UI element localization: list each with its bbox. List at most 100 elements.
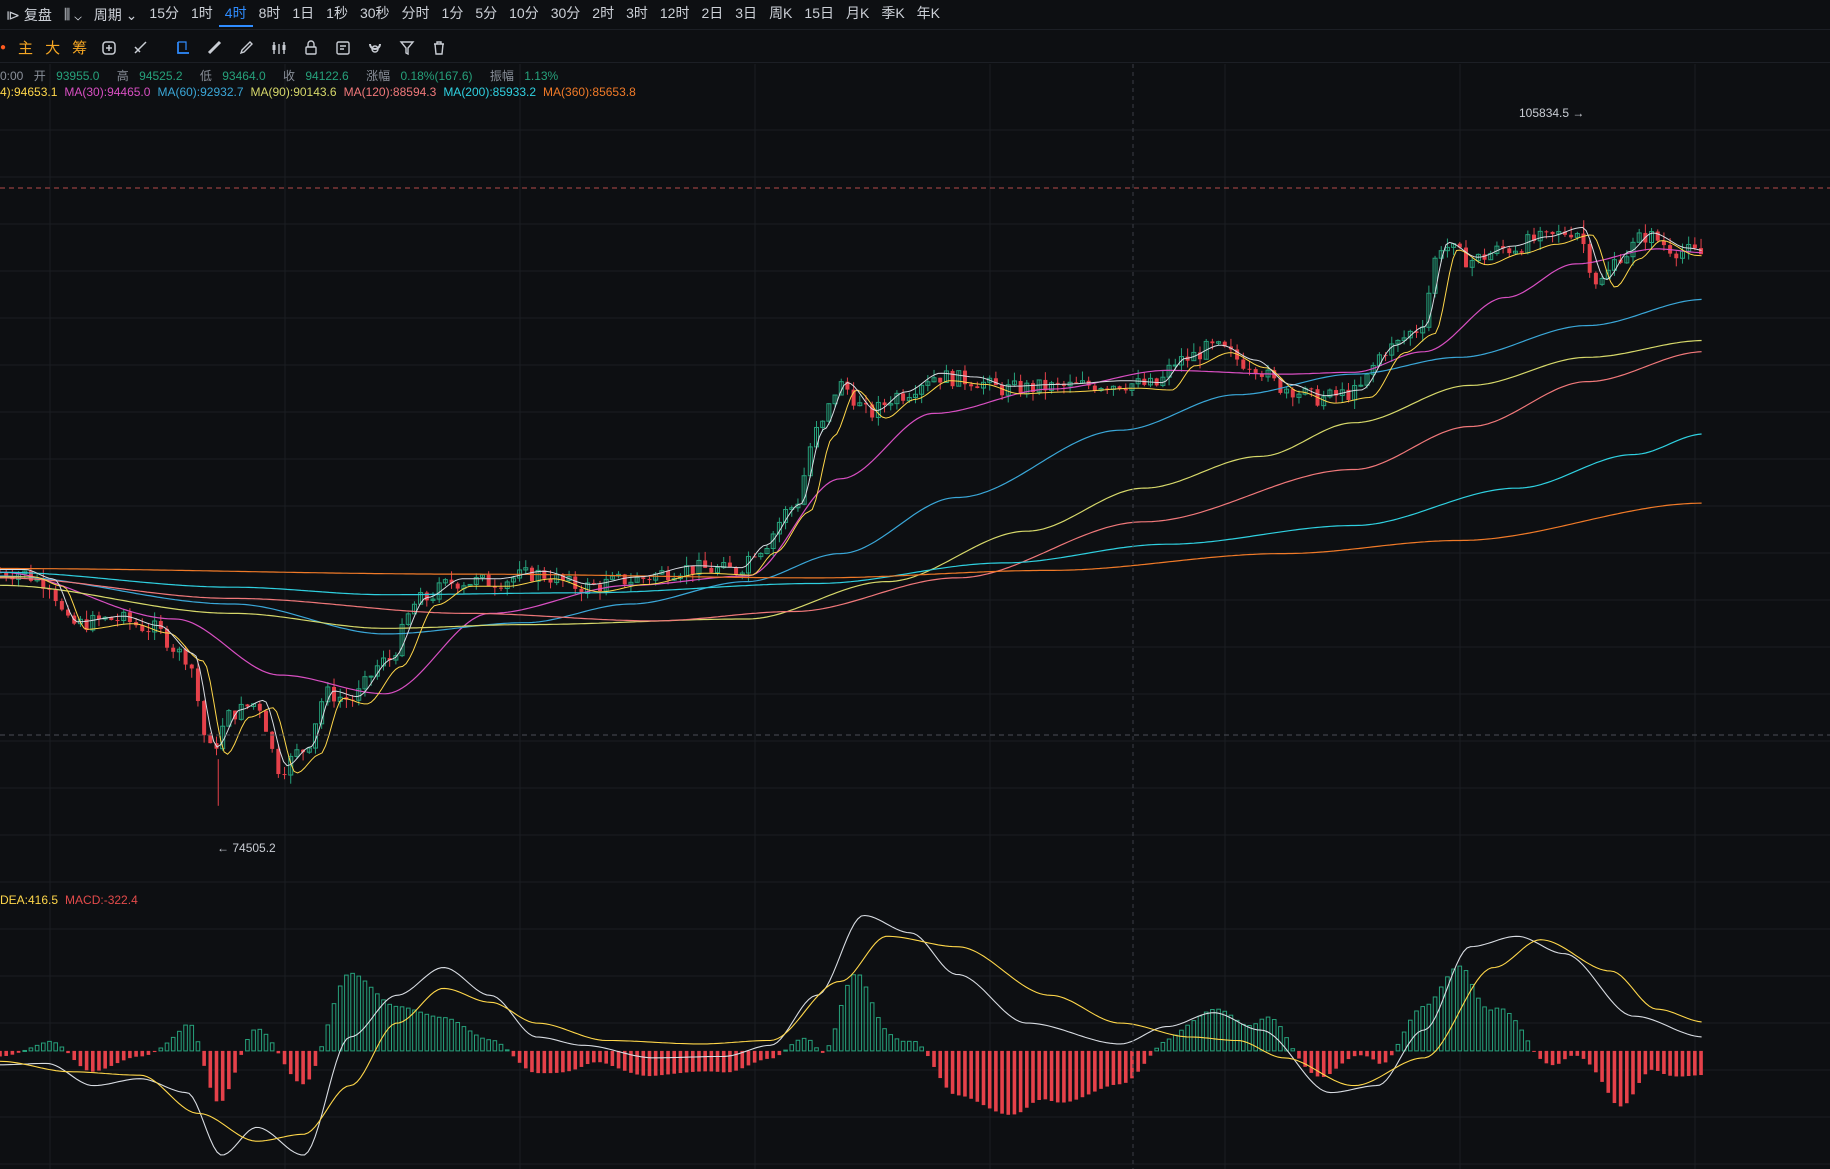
macd-bar-up bbox=[22, 1049, 28, 1052]
period-1[interactable]: 1时 bbox=[190, 4, 213, 21]
macd-bar-up bbox=[1469, 983, 1475, 1052]
macd-bar-down bbox=[1297, 1050, 1301, 1059]
candles-icon[interactable] bbox=[263, 39, 295, 57]
macd-bar-down bbox=[307, 1050, 312, 1080]
macd-bar-up bbox=[894, 1038, 900, 1052]
macd-bar-down bbox=[678, 1050, 683, 1074]
period-4[interactable]: 1日 bbox=[292, 4, 315, 21]
candle-down bbox=[1562, 231, 1567, 235]
period-16[interactable]: 3日 bbox=[735, 4, 758, 21]
macd-bar-down bbox=[1359, 1050, 1363, 1056]
candle-down bbox=[449, 579, 454, 584]
macd-bar-up bbox=[826, 1045, 832, 1052]
macd-bar-up bbox=[375, 993, 380, 1052]
candle-up bbox=[832, 394, 838, 405]
candle-down bbox=[752, 556, 757, 558]
period-19[interactable]: 月K bbox=[845, 4, 870, 21]
period-2[interactable]: 4时 bbox=[218, 3, 253, 27]
period-0[interactable]: 15分 bbox=[149, 4, 179, 21]
period-13[interactable]: 3时 bbox=[626, 4, 648, 21]
period-8[interactable]: 1分 bbox=[441, 4, 464, 21]
macd-bar-up bbox=[1191, 1020, 1197, 1052]
macd-bar-up bbox=[183, 1024, 188, 1052]
period-14[interactable]: 12时 bbox=[659, 4, 690, 21]
macd-bar-down bbox=[932, 1050, 936, 1067]
macd-bar-up bbox=[1278, 1026, 1283, 1052]
macd-bar-up bbox=[783, 1049, 788, 1052]
macd-bar-down bbox=[567, 1050, 571, 1072]
filter-icon[interactable] bbox=[391, 39, 423, 57]
macd-bar-down bbox=[820, 1050, 825, 1053]
layout-icon[interactable] bbox=[327, 39, 359, 57]
candle-up bbox=[294, 749, 300, 757]
macd-bar-down bbox=[10, 1050, 15, 1055]
candle-up bbox=[1216, 341, 1222, 344]
trash-icon[interactable] bbox=[423, 39, 455, 57]
period-7[interactable]: 分时 bbox=[401, 4, 430, 21]
macd-bar-down bbox=[616, 1050, 621, 1069]
macd-bar-down bbox=[1668, 1050, 1672, 1076]
drawing-toolbar: ● 主 大 筹 bbox=[0, 33, 1830, 63]
pen-icon[interactable] bbox=[231, 39, 263, 57]
period-18[interactable]: 15日 bbox=[804, 4, 834, 21]
macd-bar-down bbox=[282, 1050, 287, 1065]
macd-bar-down bbox=[517, 1050, 522, 1063]
macd-bar-up bbox=[919, 1046, 924, 1052]
period-5[interactable]: 1秒 bbox=[326, 4, 348, 21]
macd-bar-down bbox=[709, 1050, 714, 1072]
macd-bar-up bbox=[1500, 1008, 1506, 1052]
indicator-icon[interactable] bbox=[125, 39, 157, 57]
period-3[interactable]: 8时 bbox=[258, 4, 281, 21]
macd-bar-up bbox=[1401, 1031, 1407, 1052]
cursor-icon[interactable] bbox=[167, 39, 199, 57]
main-indicator-button[interactable]: 主 bbox=[18, 40, 34, 57]
ruler-icon[interactable] bbox=[199, 39, 231, 57]
candle-up bbox=[238, 703, 244, 720]
candle-up bbox=[1630, 241, 1636, 258]
macd-legend: DEA:416.5 MACD:-322.4 bbox=[0, 893, 145, 907]
toggle-icon[interactable] bbox=[93, 39, 125, 57]
macd-bar-down bbox=[1099, 1050, 1103, 1089]
large-order-button[interactable]: 大 bbox=[45, 40, 61, 57]
candle-down bbox=[591, 582, 596, 585]
magnet-icon[interactable] bbox=[359, 39, 391, 57]
macd-bar-down bbox=[1012, 1050, 1017, 1115]
period-11[interactable]: 30分 bbox=[550, 4, 581, 21]
macd-bar-down bbox=[1600, 1050, 1604, 1082]
candle-down bbox=[863, 402, 868, 405]
macd-bar-up bbox=[1154, 1047, 1160, 1052]
macd-bar-down bbox=[715, 1050, 720, 1072]
replay-button[interactable]: ⧐ 复盘 bbox=[6, 6, 52, 23]
candle-down bbox=[1259, 373, 1264, 377]
period-9[interactable]: 5分 bbox=[475, 4, 498, 21]
macd-bar-down bbox=[152, 1050, 157, 1053]
macd-bar-down bbox=[660, 1050, 664, 1076]
candle-down bbox=[975, 386, 980, 389]
candle-up bbox=[442, 579, 448, 584]
chart-type-button[interactable]: ⫼ ⌄ bbox=[63, 6, 82, 22]
macd-bar-down bbox=[1136, 1050, 1140, 1072]
lock-icon[interactable] bbox=[295, 39, 327, 57]
period-15[interactable]: 2日 bbox=[701, 4, 724, 21]
period-6[interactable]: 30秒 bbox=[359, 4, 390, 21]
ma-label-0: 4):94653.1 bbox=[0, 85, 58, 99]
period-10[interactable]: 10分 bbox=[509, 4, 539, 21]
period-20[interactable]: 季K bbox=[881, 4, 905, 21]
macd-bar-up bbox=[1482, 1006, 1487, 1052]
period-dropdown[interactable]: 周期 ⌄ bbox=[93, 6, 138, 23]
candle-up bbox=[696, 559, 702, 575]
period-21[interactable]: 年K bbox=[916, 4, 941, 21]
macd-bar-down bbox=[1018, 1050, 1023, 1113]
candle-down bbox=[548, 578, 553, 583]
macd-bar-down bbox=[635, 1050, 639, 1075]
macd-bar-down bbox=[121, 1050, 126, 1061]
candle-down bbox=[573, 576, 578, 589]
macd-bar-down bbox=[746, 1050, 751, 1066]
period-12[interactable]: 2时 bbox=[592, 4, 615, 21]
status-dot-icon: ● bbox=[0, 42, 7, 53]
chip-distribution-button[interactable]: 筹 bbox=[72, 40, 88, 57]
macd-bar-down bbox=[1383, 1050, 1388, 1063]
period-17[interactable]: 周K bbox=[769, 4, 793, 21]
ma-label-1: MA(30):94465.0 bbox=[64, 85, 151, 99]
